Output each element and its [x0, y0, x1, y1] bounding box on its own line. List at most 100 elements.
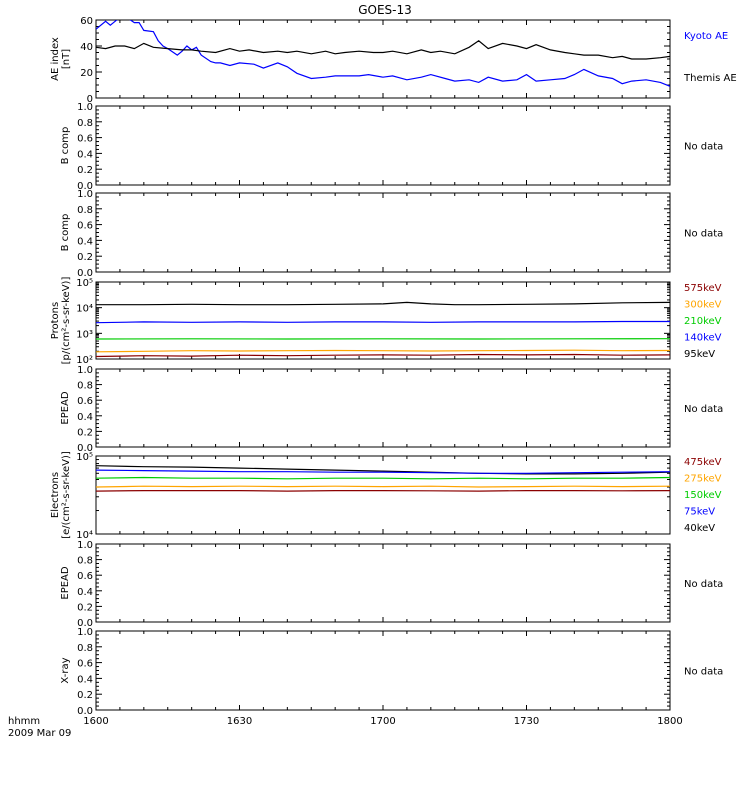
y-tick-label: 20: [80, 68, 93, 79]
y-tick-label: 0.4: [77, 674, 93, 685]
legend-label: No data: [684, 142, 723, 153]
y-tick-label: 0.2: [77, 602, 93, 613]
y-tick-label: 0.2: [77, 165, 93, 176]
legend-label: 75keV: [684, 507, 715, 518]
panel-epead2: 0.0 0.2 0.4 0.6 0.8 1.0 EPEAD No data: [60, 540, 723, 629]
legend-label: No data: [684, 579, 723, 590]
panel-frame: [95, 368, 671, 448]
legend-label: Kyoto AE: [684, 31, 728, 42]
legend-label: Themis AE: [683, 73, 737, 84]
panel-bcomp1: 0.0 0.2 0.4 0.6 0.8 1.0 B comp No data: [60, 102, 723, 192]
y-tick-label: 1.0: [77, 189, 93, 200]
y-tick-label: 0.8: [77, 556, 93, 567]
x-axis-label-hhmm: hhmm: [8, 716, 40, 727]
legend-label: 575keV: [684, 283, 722, 294]
y-tick-label: 10⁵: [76, 278, 93, 289]
y-axis-label: Electrons: [50, 472, 61, 518]
legend-label: 275keV: [684, 474, 722, 485]
y-tick-label: 0.8: [77, 381, 93, 392]
series-line-475kev: [96, 490, 670, 492]
series-line-75kev: [96, 469, 670, 474]
y-tick-label: 10³: [76, 329, 93, 340]
legend-label: 150keV: [684, 490, 722, 501]
figure-title: GOES-13: [358, 3, 412, 17]
y-tick-label: 0.6: [77, 659, 93, 670]
y-tick-label: 0.2: [77, 252, 93, 263]
panel-epead1: 0.0 0.2 0.4 0.6 0.8 1.0 EPEAD No data: [60, 365, 723, 454]
y-tick-label: 10²: [76, 355, 93, 366]
y-axis-label: EPEAD: [60, 566, 71, 600]
y-tick-label: 1.0: [77, 627, 93, 638]
y-axis-label: [e/(cm²-s-sr-keV)]: [61, 451, 72, 539]
panel-frame: [95, 455, 671, 535]
panel-xray: 0.0 0.2 0.4 0.6 0.8 1.0 X-ray No data: [60, 627, 723, 717]
y-tick-label: 10⁴: [76, 304, 93, 315]
panel-frame: [95, 543, 671, 623]
panel-frame: [95, 281, 671, 360]
y-tick-label: 0.6: [77, 571, 93, 582]
x-tick-label: 1630: [227, 716, 252, 727]
legend-label: 300keV: [684, 300, 722, 311]
panel-ae: 0 20 40 60 AE index [nT] Kyoto AE Themis AE: [50, 16, 737, 105]
panel-electrons: 10⁴ 10⁵ Electrons [e/(cm²-s-sr-keV)] 475keV 2…: [50, 451, 722, 541]
y-tick-label: 0.2: [77, 690, 93, 701]
y-axis-label: [p/(cm²-s-sr-keV)]: [61, 277, 72, 365]
y-tick-label: 60: [80, 16, 93, 27]
legend-label: No data: [684, 667, 723, 678]
panel-frame: [95, 19, 671, 99]
y-tick-label: 0.6: [77, 134, 93, 145]
panel-frame: [95, 630, 671, 711]
series-line-40kev: [96, 465, 670, 475]
y-axis-label: X-ray: [60, 657, 71, 683]
series-line-575kev: [96, 353, 670, 358]
y-tick-label: 0.8: [77, 118, 93, 129]
y-tick-label: 10⁴: [76, 530, 93, 541]
y-tick-label: 0.0: [77, 706, 93, 717]
y-tick-label: 40: [80, 42, 93, 53]
x-tick-label: 1600: [83, 716, 108, 727]
y-axis-label: EPEAD: [60, 391, 71, 425]
x-tick-label: 1700: [370, 716, 395, 727]
y-tick-label: 1.0: [77, 102, 93, 113]
panel-protons: 10² 10³ 10⁴ 10⁵ Protons [p/(cm²-s-sr-keV)] 575…: [50, 277, 722, 366]
x-axis-date-label: 2009 Mar 09: [8, 728, 71, 739]
series-line-95kev: [96, 301, 670, 306]
y-tick-label: 0.8: [77, 643, 93, 654]
y-tick-label: 0.0: [77, 443, 93, 454]
y-tick-label: 0.6: [77, 221, 93, 232]
series-line-kyoto-ae: [96, 20, 670, 87]
panel-frame: [95, 105, 671, 186]
series-line-150kev: [96, 476, 670, 480]
panel-bcomp2: 0.0 0.2 0.4 0.6 0.8 1.0 B comp No data: [60, 189, 723, 279]
y-tick-label: 0: [87, 94, 93, 105]
legend-label: 210keV: [684, 316, 722, 327]
y-tick-label: 0.8: [77, 205, 93, 216]
legend-label: 140keV: [684, 333, 722, 344]
panel-frame: [95, 192, 671, 273]
y-tick-label: 0.0: [77, 181, 93, 192]
x-tick-label: 1800: [657, 716, 682, 727]
y-tick-label: 0.0: [77, 268, 93, 279]
y-tick-label: 0.6: [77, 396, 93, 407]
legend-label: 475keV: [684, 457, 722, 468]
series-line-300kev: [96, 349, 670, 353]
y-tick-label: 1.0: [77, 540, 93, 551]
x-tick-label: 1730: [514, 716, 539, 727]
y-tick-label: 0.0: [77, 618, 93, 629]
legend-label: No data: [684, 404, 723, 415]
series-line-275kev: [96, 485, 670, 488]
y-axis-label: [nT]: [61, 49, 72, 69]
y-tick-label: 0.2: [77, 427, 93, 438]
y-axis-label: Protons: [50, 302, 61, 339]
y-axis-label: AE index: [50, 37, 61, 81]
y-tick-label: 0.4: [77, 236, 93, 247]
y-tick-label: 0.4: [77, 412, 93, 423]
series-line-themis-ae: [96, 40, 670, 60]
legend-label: 95keV: [684, 349, 715, 360]
y-tick-label: 0.4: [77, 149, 93, 160]
legend-label: No data: [684, 229, 723, 240]
y-axis-label: B comp: [60, 127, 71, 165]
